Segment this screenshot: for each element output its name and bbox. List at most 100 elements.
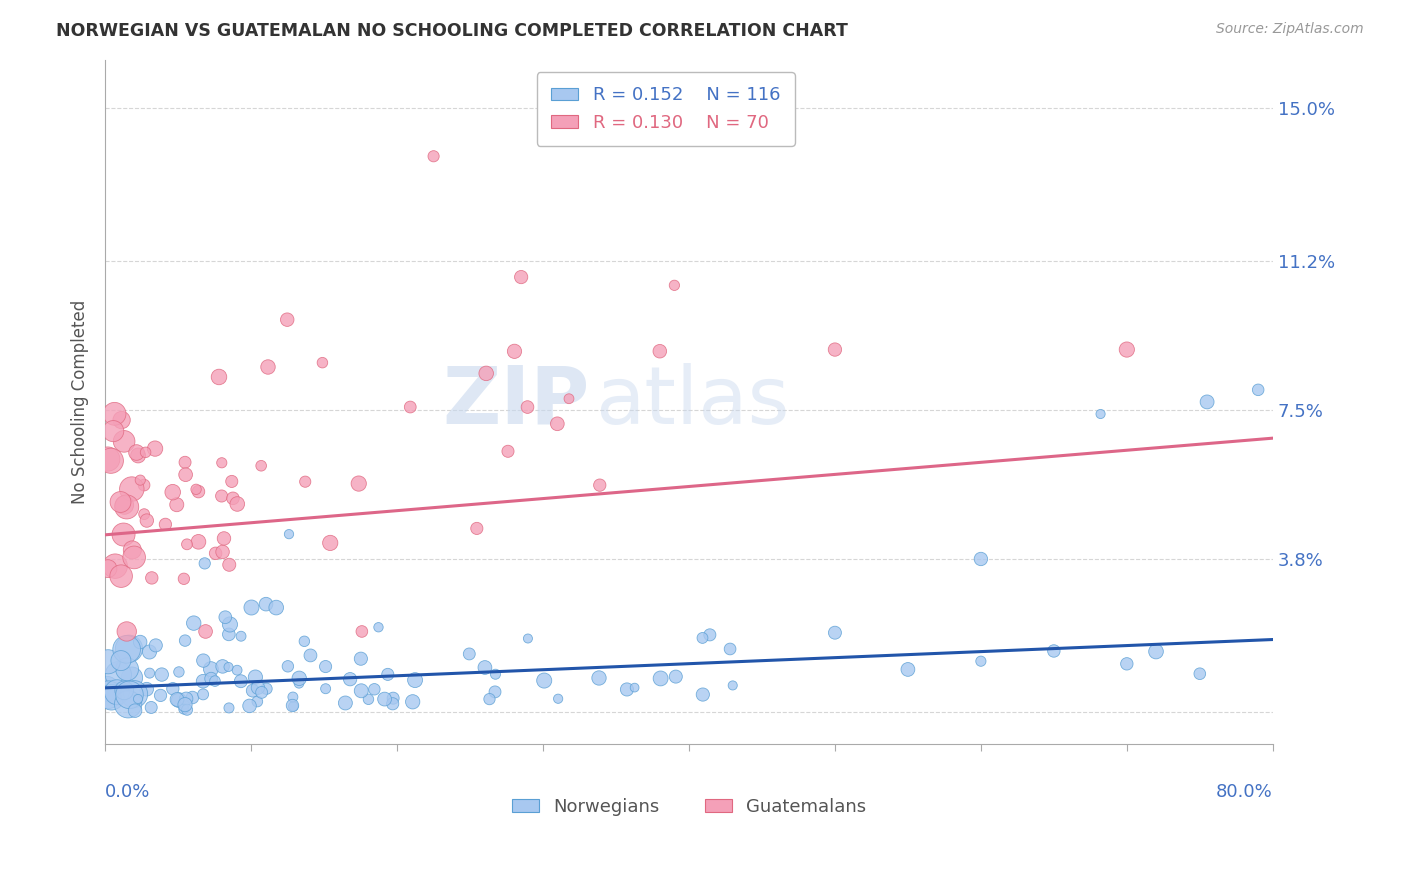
Point — [1043, 644, 1066, 658]
Point — [174, 698, 197, 712]
Point — [692, 631, 714, 645]
Point — [112, 498, 135, 512]
Point — [191, 674, 214, 689]
Point — [150, 667, 173, 681]
Point — [363, 682, 385, 697]
Point — [692, 688, 714, 702]
Point — [100, 690, 122, 705]
Point — [422, 149, 444, 163]
Point — [97, 655, 120, 669]
Point — [122, 687, 145, 701]
Point — [699, 628, 721, 642]
Point — [319, 536, 342, 550]
Y-axis label: No Schooling Completed: No Schooling Completed — [72, 300, 89, 504]
Point — [174, 467, 197, 482]
Point — [281, 698, 304, 713]
Point — [484, 685, 506, 699]
Point — [1197, 395, 1219, 409]
Point — [478, 692, 501, 706]
Point — [350, 651, 373, 665]
Point — [173, 697, 195, 711]
Point — [1115, 343, 1137, 357]
Point — [650, 672, 672, 686]
Point — [288, 676, 311, 690]
Point — [257, 359, 280, 374]
Point — [970, 552, 993, 566]
Point — [226, 663, 249, 677]
Point — [533, 673, 555, 688]
Point — [350, 683, 373, 698]
Point — [118, 641, 141, 656]
Point — [824, 625, 846, 640]
Point — [374, 692, 396, 706]
Point — [218, 558, 240, 572]
Point — [105, 685, 128, 699]
Point — [496, 444, 519, 458]
Point — [276, 312, 298, 326]
Point — [204, 546, 226, 560]
Point — [665, 670, 688, 684]
Point — [623, 681, 645, 695]
Point — [299, 648, 322, 663]
Point — [484, 667, 506, 681]
Point — [117, 698, 139, 712]
Point — [503, 344, 526, 359]
Point — [589, 478, 612, 492]
Point — [167, 665, 190, 679]
Point — [240, 600, 263, 615]
Point — [135, 514, 157, 528]
Point — [97, 452, 120, 467]
Point — [367, 620, 389, 634]
Point — [339, 672, 361, 686]
Point — [211, 659, 233, 673]
Point — [194, 624, 217, 639]
Point — [104, 559, 127, 574]
Point — [242, 683, 264, 698]
Point — [155, 517, 177, 532]
Point — [245, 670, 267, 684]
Point — [381, 697, 404, 711]
Point — [183, 616, 205, 631]
Point — [162, 485, 184, 500]
Point — [246, 694, 269, 708]
Point — [121, 482, 143, 496]
Point — [664, 278, 686, 293]
Point — [721, 678, 744, 692]
Point — [347, 476, 370, 491]
Point — [173, 702, 195, 716]
Point — [135, 682, 157, 697]
Point — [229, 629, 252, 643]
Point — [558, 392, 581, 406]
Point — [174, 455, 197, 469]
Point — [141, 571, 163, 585]
Point — [516, 400, 538, 414]
Point — [125, 445, 148, 459]
Point — [121, 543, 143, 558]
Point — [115, 662, 138, 676]
Point — [465, 521, 488, 535]
Point — [110, 569, 132, 583]
Point — [315, 681, 337, 696]
Point — [1115, 657, 1137, 671]
Point — [174, 691, 197, 706]
Point — [250, 685, 273, 699]
Point — [129, 473, 152, 487]
Point — [110, 413, 132, 427]
Point — [311, 356, 333, 370]
Point — [1188, 666, 1211, 681]
Point — [288, 671, 311, 685]
Point — [218, 701, 240, 715]
Point — [256, 681, 278, 696]
Point — [124, 704, 146, 718]
Point — [402, 695, 425, 709]
Point — [294, 475, 316, 489]
Point — [112, 683, 135, 698]
Point — [135, 445, 157, 459]
Point — [174, 633, 197, 648]
Point — [510, 270, 533, 285]
Point — [218, 627, 240, 641]
Point — [166, 498, 188, 512]
Point — [115, 624, 138, 639]
Point — [219, 617, 242, 632]
Point — [200, 662, 222, 676]
